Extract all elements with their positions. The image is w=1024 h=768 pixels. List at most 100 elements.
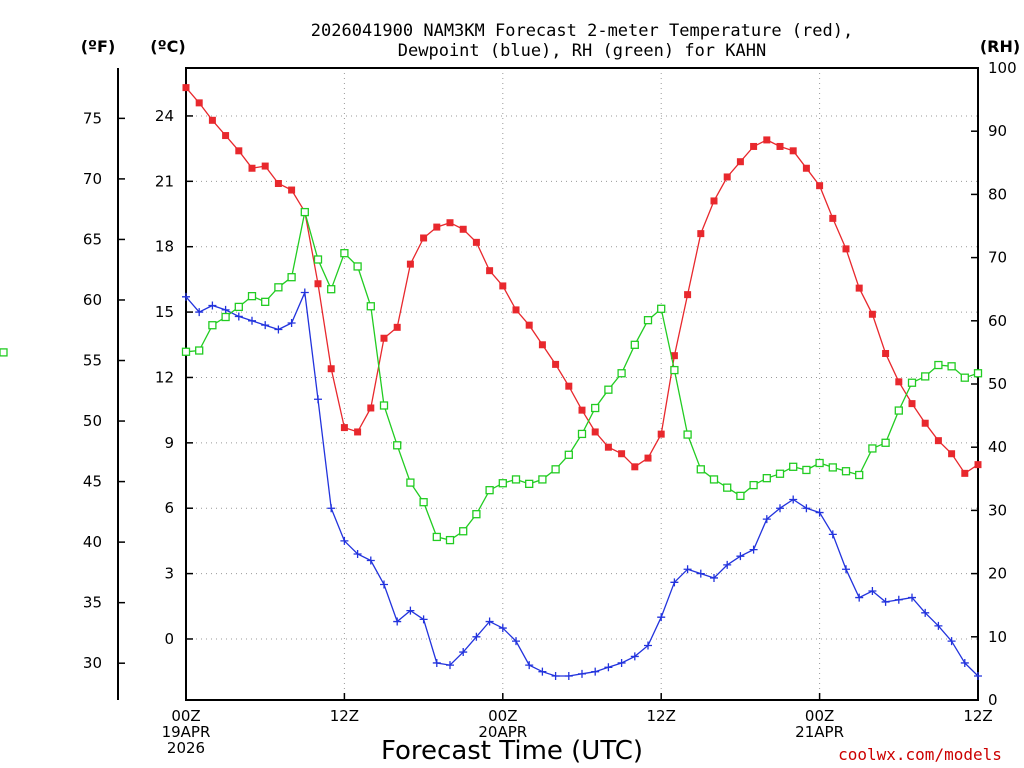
temperature-point <box>868 310 876 318</box>
dewpoint-point <box>564 672 573 681</box>
rh-point <box>577 429 587 439</box>
fahrenheit-tick-label: 45 <box>83 473 102 491</box>
rh-point <box>643 316 653 325</box>
temperature-point <box>882 349 890 357</box>
dewpoint-point <box>696 569 705 578</box>
rh-point <box>287 273 296 282</box>
dewpoint-point <box>261 321 270 330</box>
series-line-1 <box>185 290 979 677</box>
dewpoint-point <box>208 301 217 310</box>
x-tick-label: 12Z <box>330 707 359 725</box>
temperature-point <box>842 245 850 253</box>
temperature-point <box>921 419 929 427</box>
rh-tick-label: 70 <box>988 249 1007 267</box>
temperature-point <box>261 162 269 170</box>
temperature-point <box>736 158 744 166</box>
x-tick-label: 00Z <box>488 707 517 725</box>
temperature-point <box>354 428 362 436</box>
dewpoint-point <box>842 565 850 574</box>
rh-point <box>828 463 837 472</box>
temperature-point <box>248 164 256 172</box>
rh-point <box>683 430 692 439</box>
dewpoint-point <box>762 515 771 524</box>
celsius-tick-label: 21 <box>155 172 174 190</box>
temperature-point <box>657 430 665 438</box>
temperature-point <box>895 378 903 386</box>
temperature-point <box>763 136 771 144</box>
rh-point <box>195 346 204 355</box>
temperature-point <box>565 382 573 390</box>
dewpoint-point <box>789 495 798 504</box>
rh-point <box>432 532 441 542</box>
axes: 0 3 6 9 12 15 18 21 24 30 35 40 45 50 55 60 65 70 75 0 10 20 3… <box>83 59 1017 757</box>
temperature-point <box>420 234 428 242</box>
x-tick-label: 21APR <box>795 723 844 741</box>
dewpoint-point <box>934 621 943 630</box>
dewpoint-point <box>947 637 956 646</box>
temperature-point <box>776 142 784 150</box>
rh-point <box>0 348 8 357</box>
celsius-tick-label: 24 <box>155 107 174 125</box>
dewpoint-point <box>974 672 982 681</box>
rh-point <box>366 302 375 311</box>
grid-lines <box>186 68 978 700</box>
dewpoint-point <box>472 632 481 641</box>
celsius-tick-label: 9 <box>164 434 174 452</box>
rh-point <box>960 373 969 382</box>
fahrenheit-tick-label: 30 <box>83 654 102 672</box>
temperature-point <box>499 282 507 290</box>
rh-point <box>538 475 547 484</box>
rh-point <box>709 475 719 484</box>
dewpoint-point <box>604 663 613 672</box>
dewpoint-point <box>300 288 309 297</box>
dewpoint-point <box>855 593 864 602</box>
x-tick-label: 00Z <box>805 707 834 725</box>
dewpoint-point <box>327 504 336 513</box>
dewpoint-point <box>710 573 718 582</box>
temperature-point <box>816 182 824 190</box>
dewpoint-point <box>591 667 600 676</box>
rh-tick-label: 10 <box>988 628 1007 646</box>
rh-point <box>815 458 824 468</box>
temperature-point <box>486 267 494 275</box>
celsius-tick-label: 12 <box>155 368 174 386</box>
rh-tick-label: 60 <box>988 312 1007 330</box>
fahrenheit-axis-unit: (ºF) <box>81 37 116 56</box>
temperature-point <box>288 186 296 194</box>
fahrenheit-tick-label: 40 <box>83 533 102 551</box>
temperature-point <box>644 454 652 462</box>
temperature-point <box>367 404 375 412</box>
temperature-point <box>710 197 718 205</box>
fahrenheit-tick-label: 70 <box>83 170 102 188</box>
dewpoint-point <box>670 578 679 587</box>
temperature-point <box>829 214 837 222</box>
temperature-point <box>908 400 916 408</box>
dewpoint-point <box>921 608 930 617</box>
rh-tick-label: 100 <box>988 59 1017 77</box>
rh-point <box>300 207 309 217</box>
celsius-tick-label: 0 <box>164 630 174 648</box>
rh-point <box>551 465 560 474</box>
temperature-point <box>750 142 758 150</box>
rh-point <box>617 369 626 378</box>
temperature-point <box>789 147 797 155</box>
rh-point <box>921 372 930 381</box>
rh-point <box>947 362 956 371</box>
data-series <box>0 84 983 681</box>
rh-point <box>789 462 798 471</box>
temperature-point <box>314 280 322 288</box>
temperature-point <box>512 306 520 314</box>
fahrenheit-tick-label: 50 <box>83 412 102 430</box>
fahrenheit-tick-label: 60 <box>83 291 102 309</box>
temperature-point <box>578 406 586 414</box>
rh-point <box>353 262 362 271</box>
fahrenheit-tick-label: 55 <box>83 352 102 370</box>
dewpoint-point <box>644 641 652 650</box>
rh-point <box>657 304 666 313</box>
rh-point <box>525 479 534 489</box>
rh-point <box>881 438 890 447</box>
dewpoint-point <box>657 613 666 622</box>
rh-point <box>419 498 428 507</box>
celsius-tick-label: 6 <box>164 499 174 517</box>
dewpoint-point <box>960 658 969 667</box>
